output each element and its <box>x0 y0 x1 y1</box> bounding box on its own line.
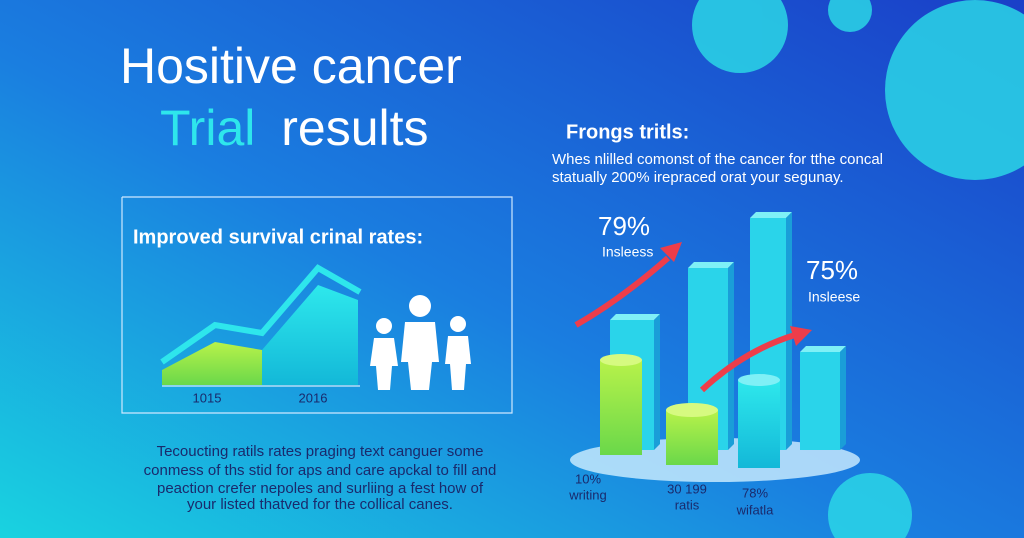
callout-value: 79% <box>598 211 650 241</box>
decor-circles <box>692 0 1024 538</box>
arrow-head <box>790 326 812 346</box>
bottom-label: wifatla <box>736 502 775 517</box>
body-text: Tecoucting ratils rates praging text can… <box>157 443 484 460</box>
axis-label: 1015 <box>193 390 222 405</box>
bottom-label: writing <box>568 487 607 502</box>
title-rest: results <box>281 100 428 156</box>
arrow <box>699 332 796 393</box>
trend-line <box>160 264 362 365</box>
callout-label: Insleese <box>808 289 860 305</box>
right-heading: Frongs tritls: <box>566 121 689 143</box>
bottom-value: 78% <box>742 485 768 500</box>
description: statually 200% irepraced orat your segun… <box>552 169 844 186</box>
body-text: your listed thatved for the collical can… <box>187 496 453 513</box>
axis-label: 2016 <box>299 390 328 405</box>
people-icons <box>370 295 471 390</box>
arrow <box>574 255 670 328</box>
area <box>262 285 358 385</box>
arrow-head <box>660 242 682 262</box>
panel-border <box>121 196 513 414</box>
bottom-value: 30 199 <box>667 481 707 496</box>
callout-value: 75% <box>806 255 858 285</box>
title-line: Trial results <box>160 100 429 156</box>
area <box>162 342 262 385</box>
title-line: Hositive cancer <box>120 38 462 94</box>
title-highlight: Trial <box>160 100 255 156</box>
description: Whes nlilled comonst of the cancer for t… <box>552 151 883 168</box>
bottom-label: ratis <box>675 497 700 512</box>
bottom-value: 10% <box>575 471 601 486</box>
callout-label: Insleess <box>602 244 653 260</box>
bars <box>600 212 846 468</box>
panel-heading: Improved survival crinal rates: <box>133 226 423 248</box>
body-text: peaction crefer nepoles and surliing a f… <box>157 480 484 497</box>
body-text: conmess of ths stid for aps and care apc… <box>144 462 497 479</box>
